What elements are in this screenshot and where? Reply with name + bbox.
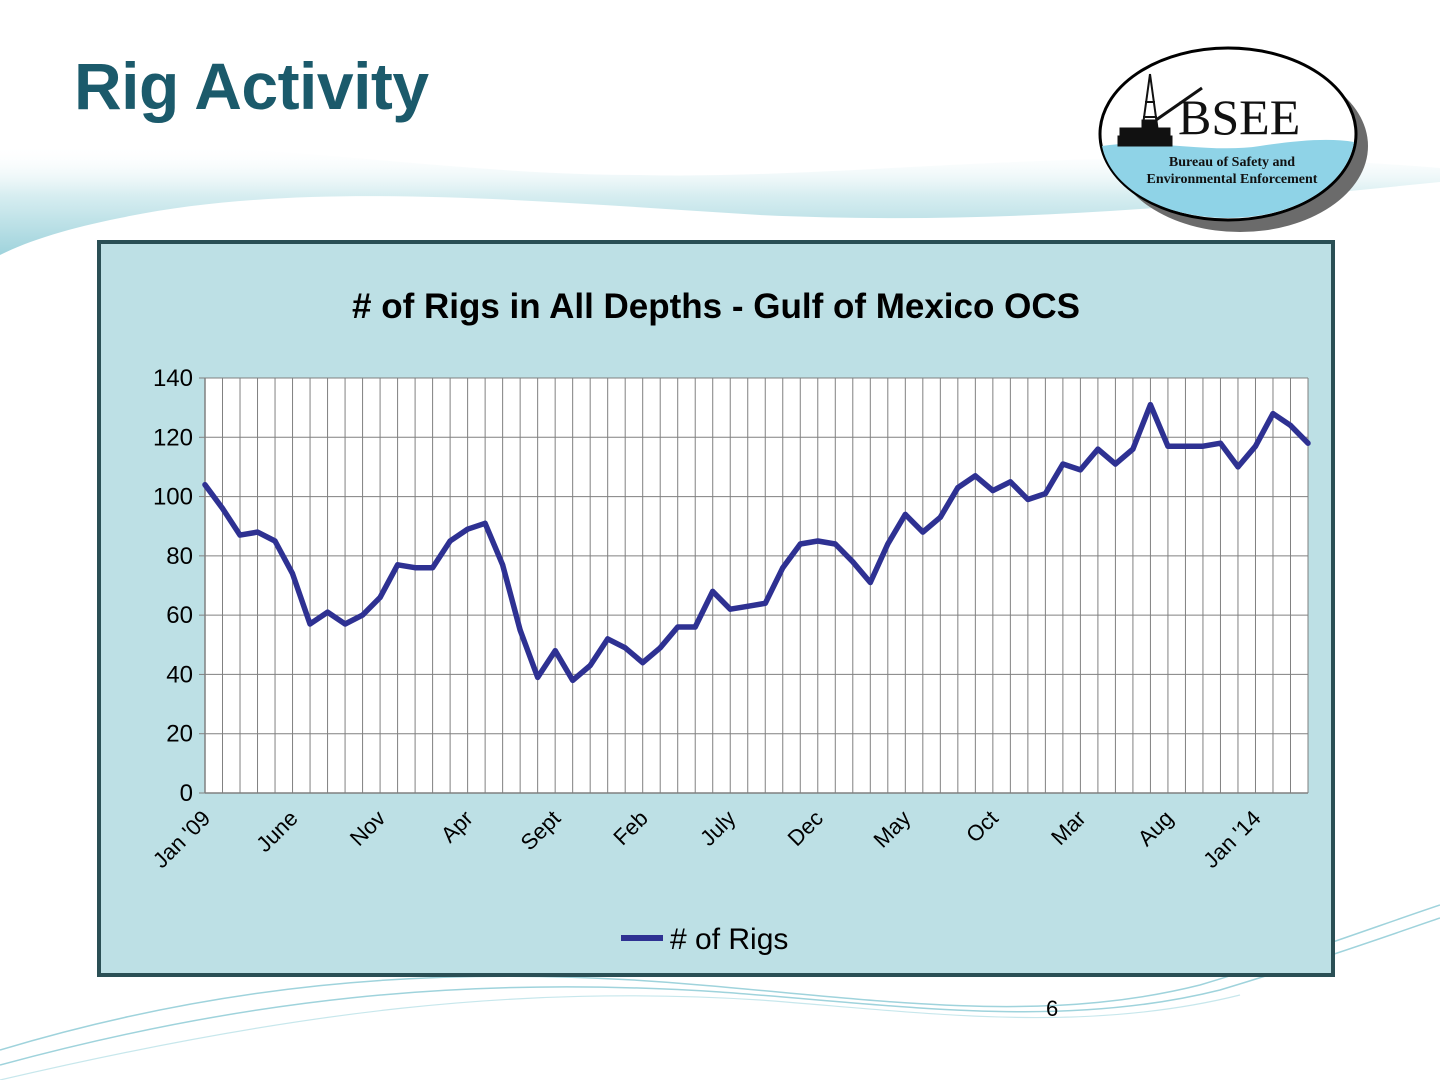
data-point — [990, 488, 996, 494]
data-point — [272, 538, 278, 544]
data-point — [1077, 467, 1083, 473]
data-point — [587, 663, 593, 669]
data-point — [885, 541, 891, 547]
data-point — [482, 520, 488, 526]
data-point — [395, 562, 401, 568]
data-point — [255, 529, 261, 535]
logo-name: BSEE — [1178, 89, 1300, 145]
x-tick-label: Oct — [961, 806, 1003, 848]
data-point — [220, 505, 226, 511]
bsee-logo: BSEE Bureau of Safety and Environmental … — [1098, 46, 1368, 232]
data-point — [640, 660, 646, 666]
data-point — [552, 648, 558, 654]
data-point — [797, 541, 803, 547]
data-point — [1252, 443, 1258, 449]
slide-title: Rig Activity — [74, 49, 429, 123]
series-line-rigs — [202, 401, 1311, 684]
data-point — [290, 571, 296, 577]
line-chart: # of Rigs in All Depths - Gulf of Mexico… — [148, 287, 1311, 956]
data-point — [307, 621, 313, 627]
data-point — [1217, 440, 1223, 446]
page-number: 6 — [1046, 996, 1059, 1021]
data-point — [920, 529, 926, 535]
y-tick-label: 80 — [166, 543, 193, 570]
data-point — [517, 627, 523, 633]
data-point — [360, 612, 366, 618]
y-tick-label: 40 — [166, 661, 193, 688]
data-point — [780, 565, 786, 571]
y-tick-label: 140 — [153, 365, 193, 392]
data-point — [1007, 479, 1013, 485]
data-point — [1165, 443, 1171, 449]
data-point — [850, 559, 856, 565]
data-point — [675, 624, 681, 630]
plot-area — [205, 378, 1308, 793]
data-point — [815, 538, 821, 544]
x-tick-label: Feb — [608, 806, 652, 850]
x-tick-label: Jan '09 — [148, 806, 215, 873]
x-tick-label: May — [868, 806, 915, 853]
data-point — [430, 565, 436, 571]
data-point — [937, 514, 943, 520]
data-point — [832, 541, 838, 547]
x-tick-label: Dec — [783, 806, 828, 851]
data-point — [622, 645, 628, 651]
data-point — [1270, 411, 1276, 417]
data-point — [570, 677, 576, 683]
data-point — [500, 562, 506, 568]
data-point — [447, 538, 453, 544]
data-point — [867, 580, 873, 586]
x-tick-label: Sept — [516, 806, 566, 856]
x-tick-label: Nov — [345, 806, 390, 851]
x-tick-label: Apr — [436, 806, 478, 848]
chart-title: # of Rigs in All Depths - Gulf of Mexico… — [352, 287, 1080, 326]
data-point — [325, 609, 331, 615]
x-tick-label: June — [251, 806, 302, 857]
data-point — [1287, 422, 1293, 428]
data-point — [202, 482, 208, 488]
legend-label: # of Rigs — [670, 923, 788, 956]
data-point — [1305, 440, 1311, 446]
y-tick-label: 120 — [153, 424, 193, 451]
data-point — [605, 636, 611, 642]
data-point — [692, 624, 698, 630]
x-tick-label: July — [695, 806, 740, 851]
x-tick-label: Jan '14 — [1198, 806, 1265, 873]
data-point — [237, 532, 243, 538]
data-point — [1235, 464, 1241, 470]
data-point — [342, 621, 348, 627]
data-point — [657, 645, 663, 651]
logo-subtitle-line2: Environmental Enforcement — [1147, 172, 1318, 187]
data-point — [972, 473, 978, 479]
data-point — [1130, 446, 1136, 452]
data-point — [465, 526, 471, 532]
x-tick-label: Aug — [1133, 806, 1178, 851]
data-point — [1112, 461, 1118, 467]
data-point — [727, 606, 733, 612]
data-point — [745, 603, 751, 609]
data-point — [1182, 443, 1188, 449]
y-tick-label: 60 — [166, 602, 193, 629]
data-point — [412, 565, 418, 571]
data-point — [902, 511, 908, 517]
x-tick-label: Mar — [1046, 806, 1090, 850]
data-point — [377, 594, 383, 600]
data-point — [1042, 491, 1048, 497]
data-point — [762, 600, 768, 606]
data-point — [535, 674, 541, 680]
logo-subtitle-line1: Bureau of Safety and — [1169, 155, 1295, 170]
y-tick-label: 20 — [166, 721, 193, 748]
y-tick-label: 100 — [153, 484, 193, 511]
oil-rig-icon — [1117, 73, 1203, 147]
data-point — [1060, 461, 1066, 467]
data-point — [1147, 402, 1153, 408]
chart-frame: # of Rigs in All Depths - Gulf of Mexico… — [97, 240, 1335, 977]
data-point — [955, 485, 961, 491]
data-point — [1025, 497, 1031, 503]
data-point — [710, 588, 716, 594]
data-point — [1095, 446, 1101, 452]
y-tick-label: 0 — [180, 780, 193, 807]
data-point — [1200, 443, 1206, 449]
